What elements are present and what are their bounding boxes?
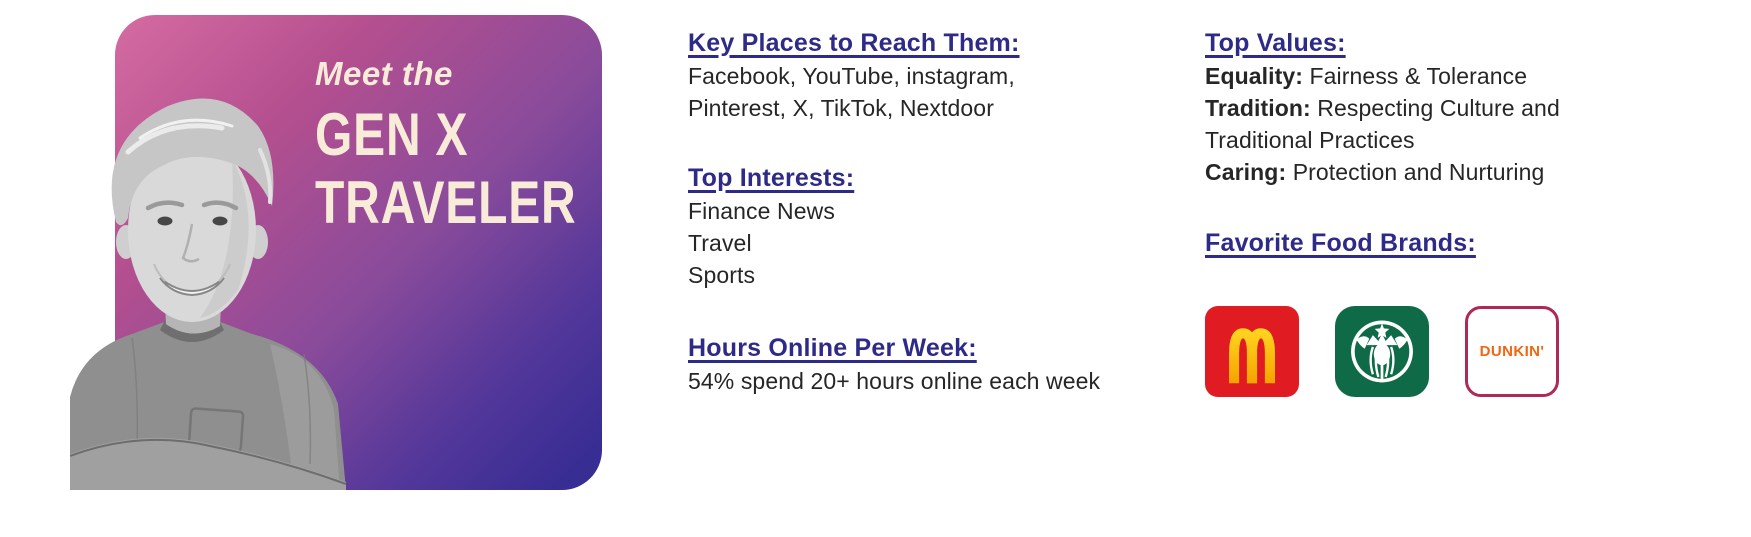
value-item: Tradition: Respecting Culture and Tradit… [1205,92,1629,156]
value-text: Respecting Culture and Traditional Pract… [1205,95,1560,153]
value-item: Caring: Protection and Nurturing [1205,156,1629,188]
key-places-line: Facebook, YouTube, instagram, [688,63,1015,89]
hours-online-heading: Hours Online Per Week: [688,334,977,362]
interest-item: Finance News [688,198,835,224]
section-top-interests: Top Interests: Finance News Travel Sport… [688,161,1158,291]
value-label: Caring: [1205,159,1287,185]
man-portrait-illustration [69,98,347,491]
top-values-heading: Top Values: [1205,29,1346,57]
section-hours-online: Hours Online Per Week: 54% spend 20+ hou… [688,331,1168,397]
mcdonalds-logo [1205,306,1299,397]
card-pretitle: Meet the [315,55,453,92]
value-text: Protection and Nurturing [1286,159,1545,185]
starbucks-siren-icon [1351,320,1413,383]
value-label: Tradition: [1205,95,1311,121]
golden-arches-icon [1228,327,1276,383]
section-favorite-food-brands: Favorite Food Brands: [1205,226,1629,397]
key-places-heading: Key Places to Reach Them: [688,29,1020,57]
value-item: Equality: Fairness & Tolerance [1205,60,1629,92]
section-key-places: Key Places to Reach Them: Facebook, YouT… [688,26,1158,124]
card-title-line1: GEN X [315,101,469,168]
top-interests-heading: Top Interests: [688,164,855,192]
key-places-line: Pinterest, X, TikTok, Nextdoor [688,95,994,121]
brand-logo-row: DUNKIN' [1205,306,1629,397]
starbucks-logo [1335,306,1429,397]
dunkin-logo: DUNKIN' [1465,306,1559,397]
value-label: Equality: [1205,63,1304,89]
section-top-values: Top Values: Equality: Fairness & Toleran… [1205,26,1629,188]
hours-online-text: 54% spend 20+ hours online each week [688,368,1101,394]
interest-item: Sports [688,262,756,288]
food-brands-heading: Favorite Food Brands: [1205,229,1476,257]
interest-item: Travel [688,230,752,256]
value-text: Fairness & Tolerance [1303,63,1528,89]
persona-photo [69,92,500,491]
dunkin-wordmark: DUNKIN' [1479,343,1545,360]
card-title: GEN X TRAVELER [315,101,642,237]
card-title-line2: TRAVELER [315,169,577,236]
